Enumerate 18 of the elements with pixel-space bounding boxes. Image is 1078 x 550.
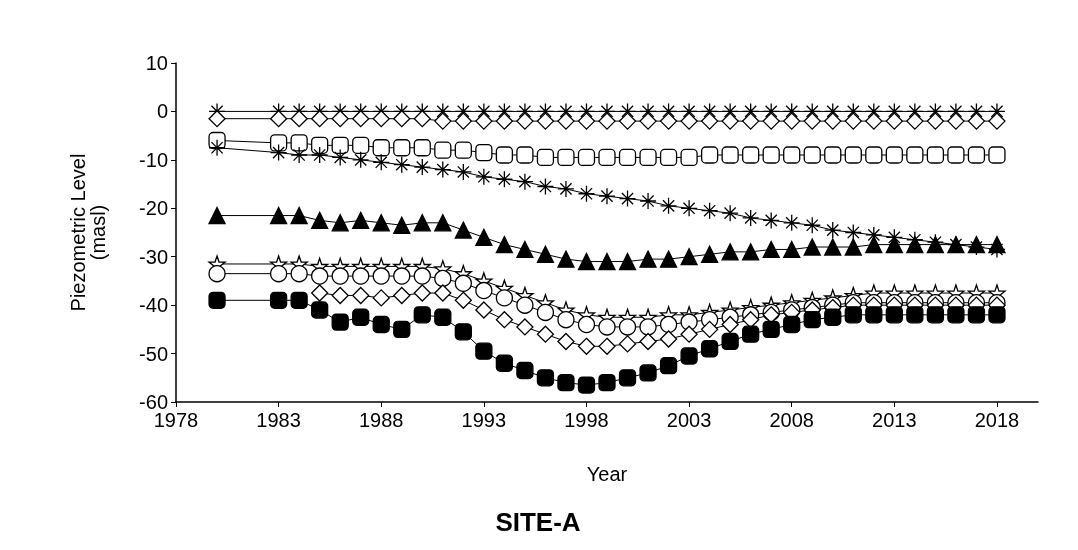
y-tick-label: -40 — [139, 294, 168, 317]
x-tick-label: 2003 — [666, 409, 712, 431]
x-tick-label: 2018 — [974, 409, 1020, 431]
x-tick-label: 1993 — [461, 409, 507, 431]
y-tick-label: -20 — [139, 197, 168, 220]
x-tick-label: 1983 — [256, 409, 301, 431]
x-tick-label: 1998 — [564, 409, 609, 431]
x-axis-title: Year — [586, 463, 628, 485]
y-tick-label: 0 — [156, 100, 168, 123]
x-tick-label: 1988 — [358, 409, 404, 431]
y-tick-label: -10 — [139, 148, 168, 171]
y-tick-label: -50 — [139, 342, 168, 365]
text: SITE-A — [495, 507, 581, 537]
x-tick-label: 2008 — [769, 409, 814, 431]
y-tick-label: -30 — [139, 245, 168, 268]
y-axis-title: Piezometric Level (masl) — [67, 153, 109, 312]
y-tick-label: 10 — [145, 52, 168, 74]
x-tick-label: 2013 — [872, 409, 917, 431]
